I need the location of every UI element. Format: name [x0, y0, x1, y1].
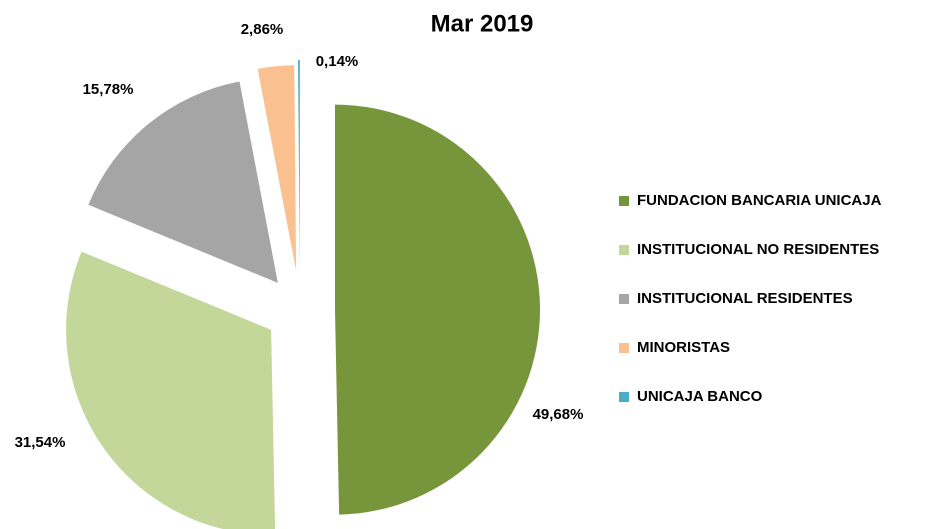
pie-slice: [88, 81, 278, 283]
pie-slice: [66, 251, 276, 529]
chart-title: Mar 2019: [431, 10, 534, 37]
pie-slice: [334, 104, 540, 515]
legend-swatch: [619, 392, 629, 402]
legend-label: INSTITUCIONAL NO RESIDENTES: [637, 241, 879, 258]
data-label: 2,86%: [241, 21, 284, 38]
legend-swatch: [619, 245, 629, 255]
legend-swatch: [619, 196, 629, 206]
legend-label: MINORISTAS: [637, 339, 730, 356]
pie-slice: [257, 65, 297, 271]
legend-swatch: [619, 343, 629, 353]
legend-label: FUNDACION BANCARIA UNICAJA: [637, 192, 882, 209]
pie-slice: [297, 60, 300, 266]
legend-label: UNICAJA BANCO: [637, 388, 763, 405]
legend-swatch: [619, 294, 629, 304]
data-label: 15,78%: [83, 81, 134, 98]
data-label: 49,68%: [533, 406, 584, 423]
legend-label: INSTITUCIONAL RESIDENTES: [637, 290, 853, 307]
data-label: 0,14%: [316, 53, 359, 70]
data-label: 31,54%: [15, 434, 66, 451]
